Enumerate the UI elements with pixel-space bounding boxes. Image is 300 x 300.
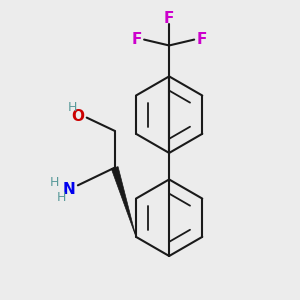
Text: H: H: [57, 190, 66, 204]
Text: N: N: [63, 182, 75, 197]
Text: F: F: [132, 32, 142, 47]
Text: F: F: [196, 32, 207, 47]
Polygon shape: [111, 167, 136, 237]
Text: O: O: [71, 109, 84, 124]
Text: F: F: [164, 11, 174, 26]
Text: H: H: [67, 101, 77, 114]
Text: H: H: [50, 176, 59, 189]
